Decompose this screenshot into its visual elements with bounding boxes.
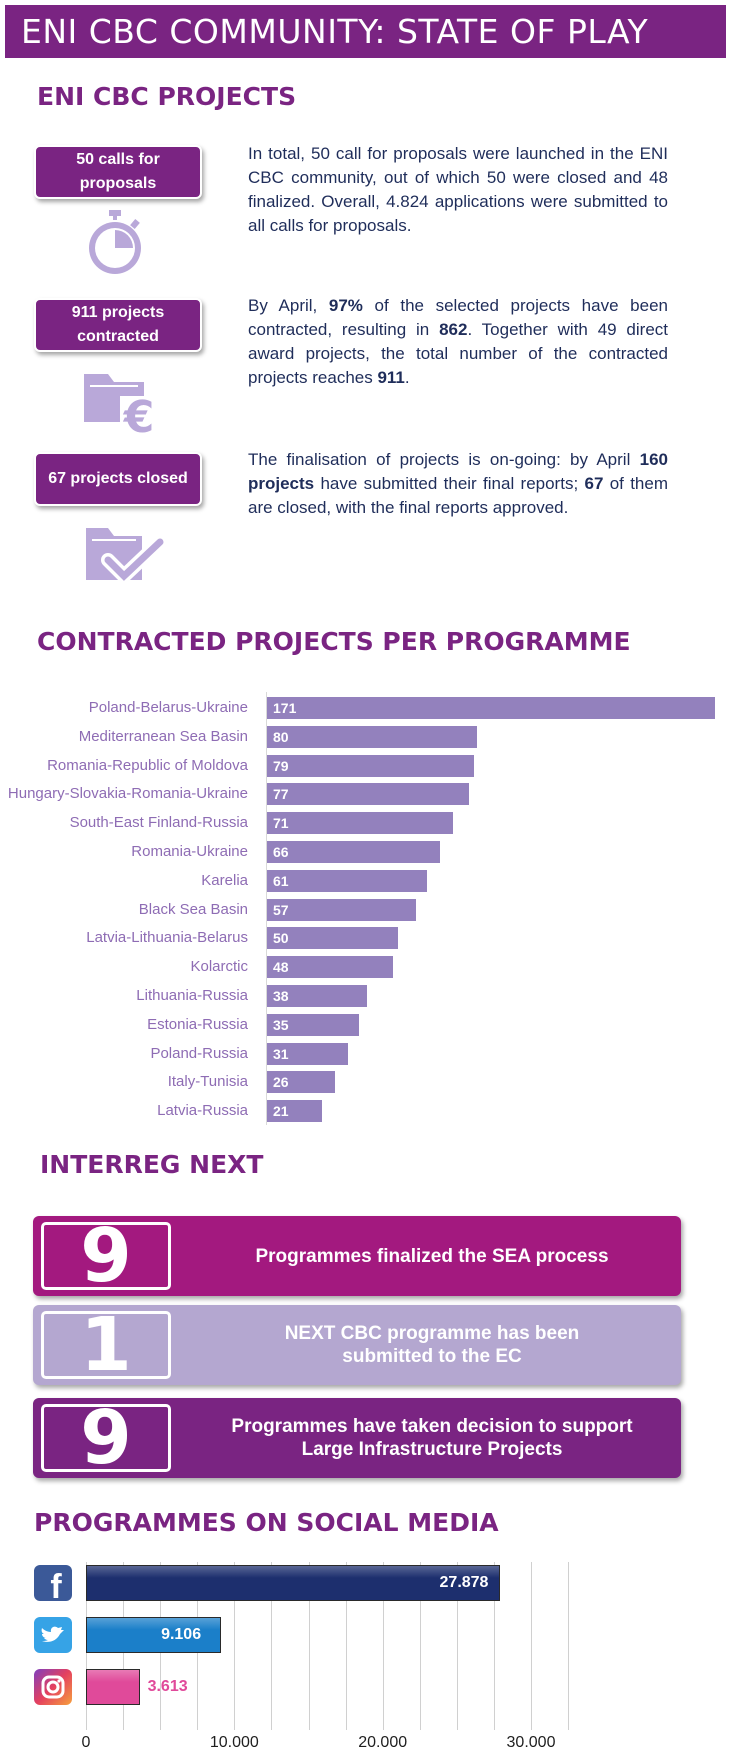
- closed-description: The finalisation of projects is on-going…: [248, 450, 669, 517]
- facebook-icon: f: [34, 1565, 72, 1606]
- grid-line: [234, 1562, 236, 1730]
- interreg-card-submitted: 1 NEXT CBC programme has been submitted …: [33, 1305, 681, 1385]
- social-bar-value: 27.878: [439, 1574, 489, 1591]
- programme-label: Hungary-Slovakia-Romania-Ukraine: [7, 785, 248, 803]
- programme-bar-value: 48: [273, 959, 289, 976]
- programme-label: Italy-Tunisia: [167, 1073, 248, 1091]
- programme-bar: 38: [267, 985, 367, 1007]
- grid-line: [493, 1562, 495, 1730]
- programme-label: Romania-Republic of Moldova: [47, 756, 248, 774]
- section-title-projects: ENI CBC PROJECTS: [37, 82, 297, 111]
- social-bar-value: 3.613: [147, 1678, 188, 1695]
- programme-label: South-East Finland-Russia: [69, 814, 248, 832]
- programme-label: Karelia: [201, 871, 248, 889]
- programme-label: Lithuania-Russia: [136, 987, 248, 1004]
- programme-label: Latvia-Russia: [157, 1102, 248, 1120]
- grid-line: [308, 1562, 310, 1730]
- folder-euro-icon: €: [84, 374, 158, 436]
- social-bar: [86, 1617, 222, 1653]
- stopwatch-icon: [89, 210, 141, 274]
- programme-bar: 26: [267, 1071, 336, 1094]
- calls-pill: 50 calls for proposals: [34, 145, 202, 199]
- programme-bar-value: 66: [273, 844, 289, 860]
- calls-description: In total, 50 call for proposals were lau…: [248, 144, 668, 235]
- programme-label: Kolarctic: [190, 958, 248, 976]
- programme-bar: 31: [267, 1042, 349, 1065]
- programme-bar-value: 71: [273, 815, 289, 832]
- interreg-card-sea: 9 Programmes finalized the SEA process: [33, 1216, 681, 1296]
- social-bar: [86, 1565, 500, 1601]
- programme-bar: 35: [267, 1013, 359, 1036]
- x-tick-label: 10.000: [209, 1734, 259, 1751]
- programme-label: Latvia-Lithuania-Belarus: [86, 929, 248, 947]
- programme-label: Poland-Belarus-Ukraine: [88, 699, 248, 716]
- section-title-interreg: INTERREG NEXT: [40, 1150, 264, 1179]
- programme-bar: 57: [267, 898, 417, 921]
- section-title-programmes: CONTRACTED PROJECTS PER PROGRAMME: [37, 627, 631, 656]
- svg-text:€: €: [123, 392, 155, 436]
- grid-line: [456, 1562, 458, 1730]
- contracted-pill: 911 projects contracted: [34, 298, 202, 352]
- page-banner: ENI CBC COMMUNITY: STATE OF PLAY: [5, 5, 726, 58]
- social-bar: [86, 1669, 140, 1705]
- instagram-icon: [34, 1669, 72, 1705]
- programme-bar: 66: [267, 841, 440, 863]
- grid-line: [345, 1562, 347, 1730]
- programme-bar-value: 171: [273, 700, 297, 716]
- programme-bar-value: 79: [273, 757, 289, 774]
- programme-label: Romania-Ukraine: [131, 843, 248, 860]
- grid-line: [419, 1562, 421, 1730]
- programme-bar-value: 35: [273, 1016, 289, 1033]
- grid-line: [568, 1562, 570, 1730]
- programme-bar: 48: [267, 956, 393, 979]
- interreg-card-text: Programmes finalized the SEA process: [255, 1245, 609, 1267]
- interreg-card-infrastructure: 9 Programmes have taken decision to supp…: [33, 1398, 681, 1478]
- programme-bar: 50: [267, 927, 398, 950]
- twitter-icon: [34, 1617, 72, 1653]
- programme-bar-value: 57: [273, 901, 289, 918]
- svg-text:f: f: [50, 1568, 62, 1601]
- grid-line: [382, 1562, 384, 1730]
- programme-bar: 21: [267, 1100, 323, 1123]
- grid-line: [531, 1562, 532, 1730]
- programme-bar-value: 21: [273, 1103, 289, 1120]
- programme-bar-value: 61: [273, 872, 289, 889]
- programme-bar: 71: [267, 812, 453, 835]
- x-tick-label: 30.000: [506, 1734, 556, 1751]
- programme-label: Poland-Russia: [150, 1044, 248, 1062]
- interreg-card-text: NEXT CBC programme has been submitted to…: [284, 1323, 580, 1367]
- programme-bar: 79: [267, 754, 474, 777]
- programme-bar-value: 50: [273, 930, 289, 947]
- section-title-social: PROGRAMMES ON SOCIAL MEDIA: [34, 1508, 499, 1537]
- x-tick-label: 20.000: [358, 1734, 408, 1751]
- programme-bar-value: 31: [273, 1045, 289, 1062]
- programme-bar: 61: [267, 869, 427, 892]
- programme-bar-value: 38: [273, 988, 289, 1004]
- bar-chart-axis: [266, 692, 267, 1125]
- programme-bar-value: 80: [273, 728, 289, 745]
- programme-bar: 77: [267, 783, 469, 806]
- programme-bar: 80: [267, 725, 477, 748]
- social-bar-value: 9.106: [161, 1626, 202, 1643]
- programme-label: Estonia-Russia: [147, 1015, 248, 1033]
- programme-bar: 171: [267, 697, 715, 719]
- programme-bar-value: 77: [273, 786, 289, 803]
- interreg-card-text: Programmes have taken decision to suppor…: [231, 1416, 633, 1460]
- programme-label: Mediterranean Sea Basin: [78, 727, 248, 745]
- interreg-card-number: 9: [41, 1219, 171, 1293]
- programme-bar-value: 26: [273, 1074, 289, 1091]
- closed-pill: 67 projects closed: [34, 452, 202, 506]
- programme-label: Black Sea Basin: [138, 900, 248, 918]
- x-tick-label: 0: [81, 1734, 91, 1751]
- folder-check-icon: [86, 528, 164, 586]
- grid-line: [271, 1562, 273, 1730]
- interreg-card-number: 9: [41, 1401, 171, 1475]
- interreg-card-number: 1: [41, 1308, 171, 1382]
- contracted-description: By April, 97% of the selected projects h…: [248, 296, 668, 387]
